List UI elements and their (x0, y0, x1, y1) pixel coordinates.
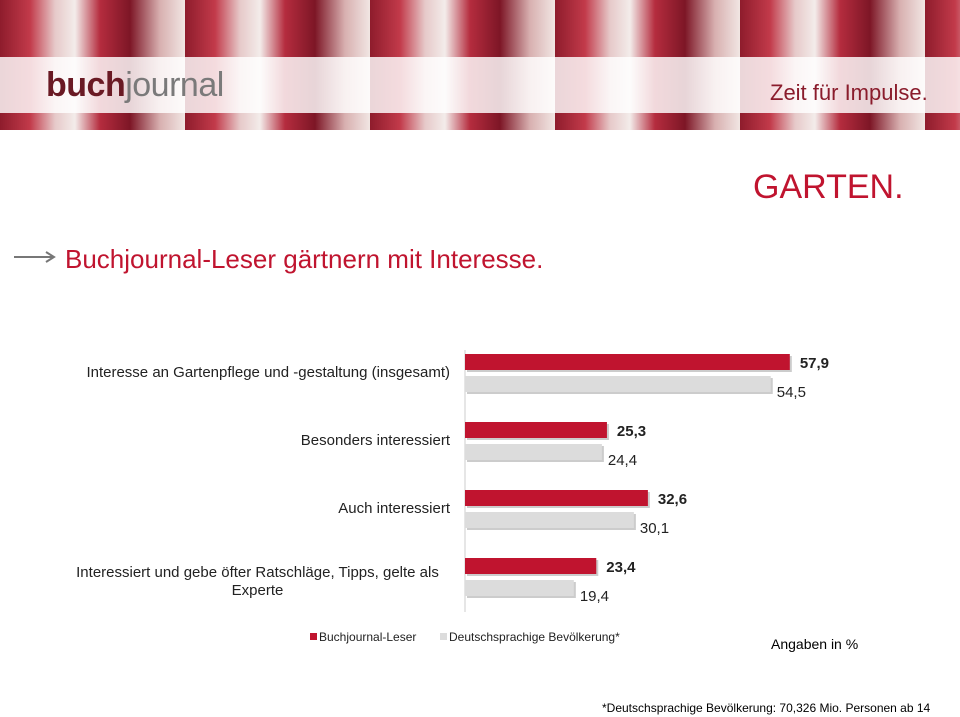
value-label: 54,5 (777, 384, 806, 401)
bar (465, 558, 597, 574)
tagline: Zeit für Impulse. (770, 80, 928, 105)
bar (465, 422, 607, 438)
headline: Buchjournal-Leser gärtnern mit Interesse… (65, 244, 544, 274)
legend-swatch (440, 633, 447, 640)
value-label: 23,4 (606, 559, 636, 576)
value-label: 24,4 (608, 452, 637, 469)
section-title: GARTEN. (753, 168, 904, 206)
value-label: 30,1 (640, 520, 669, 537)
logo-part: journal (125, 66, 224, 104)
value-label: 32,6 (658, 491, 687, 508)
bar (465, 444, 602, 460)
legend-label: Buchjournal-Leser (319, 630, 416, 644)
bar (465, 376, 771, 392)
unit-note: Angaben in % (771, 636, 859, 652)
legend-swatch (310, 633, 317, 640)
category-label: Interessiert und gebe öfter Ratschläge, … (76, 564, 439, 599)
legend-label: Deutschsprachige Bevölkerung* (449, 630, 620, 644)
category-label: Auch interessiert (338, 500, 450, 517)
bar (465, 490, 648, 506)
value-label: 19,4 (580, 588, 609, 605)
logo: buchjournal (46, 66, 224, 105)
value-label: 25,3 (617, 423, 646, 440)
category-label: Interesse an Gartenpflege und -gestaltun… (86, 364, 450, 381)
header-band (0, 57, 960, 113)
logo-part: buch (46, 66, 126, 104)
bar (465, 512, 634, 528)
category-label: Besonders interessiert (300, 432, 450, 449)
bar (465, 580, 574, 596)
footnote: *Deutschsprachige Bevölkerung: 70,326 Mi… (602, 701, 931, 717)
arrow (14, 251, 56, 263)
value-label: 57,9 (800, 355, 829, 372)
bar (465, 354, 790, 370)
